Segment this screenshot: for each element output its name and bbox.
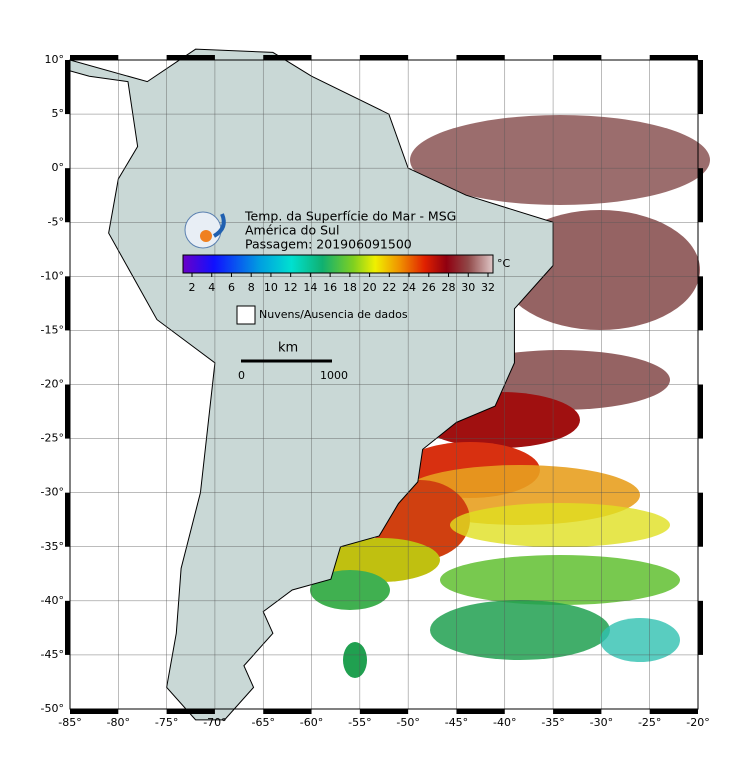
lat-label: -40° (41, 594, 64, 607)
lat-label: -30° (41, 486, 64, 499)
colorbar-tick-label: 22 (382, 281, 396, 294)
lon-label: -30° (590, 716, 613, 729)
frame-band (65, 60, 70, 115)
frame-band (65, 168, 70, 223)
colorbar-tick-label: 30 (461, 281, 475, 294)
frame-band (359, 709, 409, 714)
frame-band (553, 55, 602, 60)
frame-band (359, 55, 409, 60)
lon-label: -85° (58, 716, 81, 729)
colorbar-tick-label: 2 (189, 281, 196, 294)
lat-label: -20° (41, 378, 64, 391)
colorbar-tick-label: 20 (363, 281, 377, 294)
colorbar (182, 254, 494, 274)
frame-band (698, 276, 703, 331)
lon-label: -55° (348, 716, 371, 729)
frame-band (166, 55, 215, 60)
legend-swatch (236, 305, 256, 325)
scale-end: 1000 (320, 369, 348, 382)
frame-band (553, 709, 602, 714)
lat-label: 10° (45, 53, 65, 66)
frame-band (65, 600, 70, 655)
lat-label: -45° (41, 648, 64, 661)
lat-label: -50° (41, 702, 64, 715)
frame-band (65, 276, 70, 331)
colorbar-tick-label: 28 (442, 281, 456, 294)
lon-label: -75° (155, 716, 178, 729)
frame-band (698, 384, 703, 439)
lat-label: -10° (41, 269, 64, 282)
frame-band (698, 60, 703, 115)
colorbar-tick-label: 32 (481, 281, 495, 294)
frame-band (263, 55, 312, 60)
frame-band (456, 709, 505, 714)
lon-label: -25° (638, 716, 661, 729)
frame-band (698, 492, 703, 547)
lat-label: 5° (52, 107, 65, 120)
frame-band (698, 600, 703, 655)
colorbar-tick-label: 14 (303, 281, 317, 294)
frame-band (649, 55, 698, 60)
title-line: Passagem: 201906091500 (245, 237, 412, 252)
frame-band (456, 55, 505, 60)
frame-band (166, 709, 215, 714)
lon-label: -20° (686, 716, 709, 729)
lon-label: -45° (445, 716, 468, 729)
lon-label: -70° (203, 716, 226, 729)
lon-label: -65° (251, 716, 274, 729)
frame-band (698, 168, 703, 223)
frame-band (263, 709, 312, 714)
frame-band (649, 709, 698, 714)
title-line: América do Sul (245, 223, 339, 238)
lat-label: -5° (48, 215, 64, 228)
title-line: Temp. da Superfície do Mar - MSG (244, 209, 456, 224)
lat-label: 0° (52, 161, 65, 174)
colorbar-tick-label: 6 (228, 281, 235, 294)
logo (184, 211, 226, 249)
scale-unit: km (278, 341, 298, 356)
lat-label: -35° (41, 540, 64, 553)
lat-label: -25° (41, 432, 64, 445)
colorbar-unit: °C (497, 257, 511, 270)
lon-label: -50° (396, 716, 419, 729)
legend-label: Nuvens/Ausencia de dados (259, 308, 408, 321)
lon-label: -40° (493, 716, 516, 729)
scale-start: 0 (238, 369, 245, 382)
colorbar-tick-label: 26 (422, 281, 436, 294)
lon-label: -35° (541, 716, 564, 729)
colorbar-tick-label: 4 (208, 281, 215, 294)
colorbar-tick-label: 24 (402, 281, 416, 294)
colorbar-tick-label: 16 (323, 281, 337, 294)
frame-band (70, 709, 119, 714)
frame-band (70, 55, 119, 60)
colorbar-tick-label: 12 (284, 281, 298, 294)
lon-label: -80° (107, 716, 130, 729)
lon-label: -60° (300, 716, 323, 729)
frame-band (65, 384, 70, 439)
lat-label: -15° (41, 323, 64, 336)
colorbar-tick-label: 8 (248, 281, 255, 294)
frame-band (65, 492, 70, 547)
colorbar-tick-label: 18 (343, 281, 357, 294)
colorbar-tick-label: 10 (264, 281, 278, 294)
